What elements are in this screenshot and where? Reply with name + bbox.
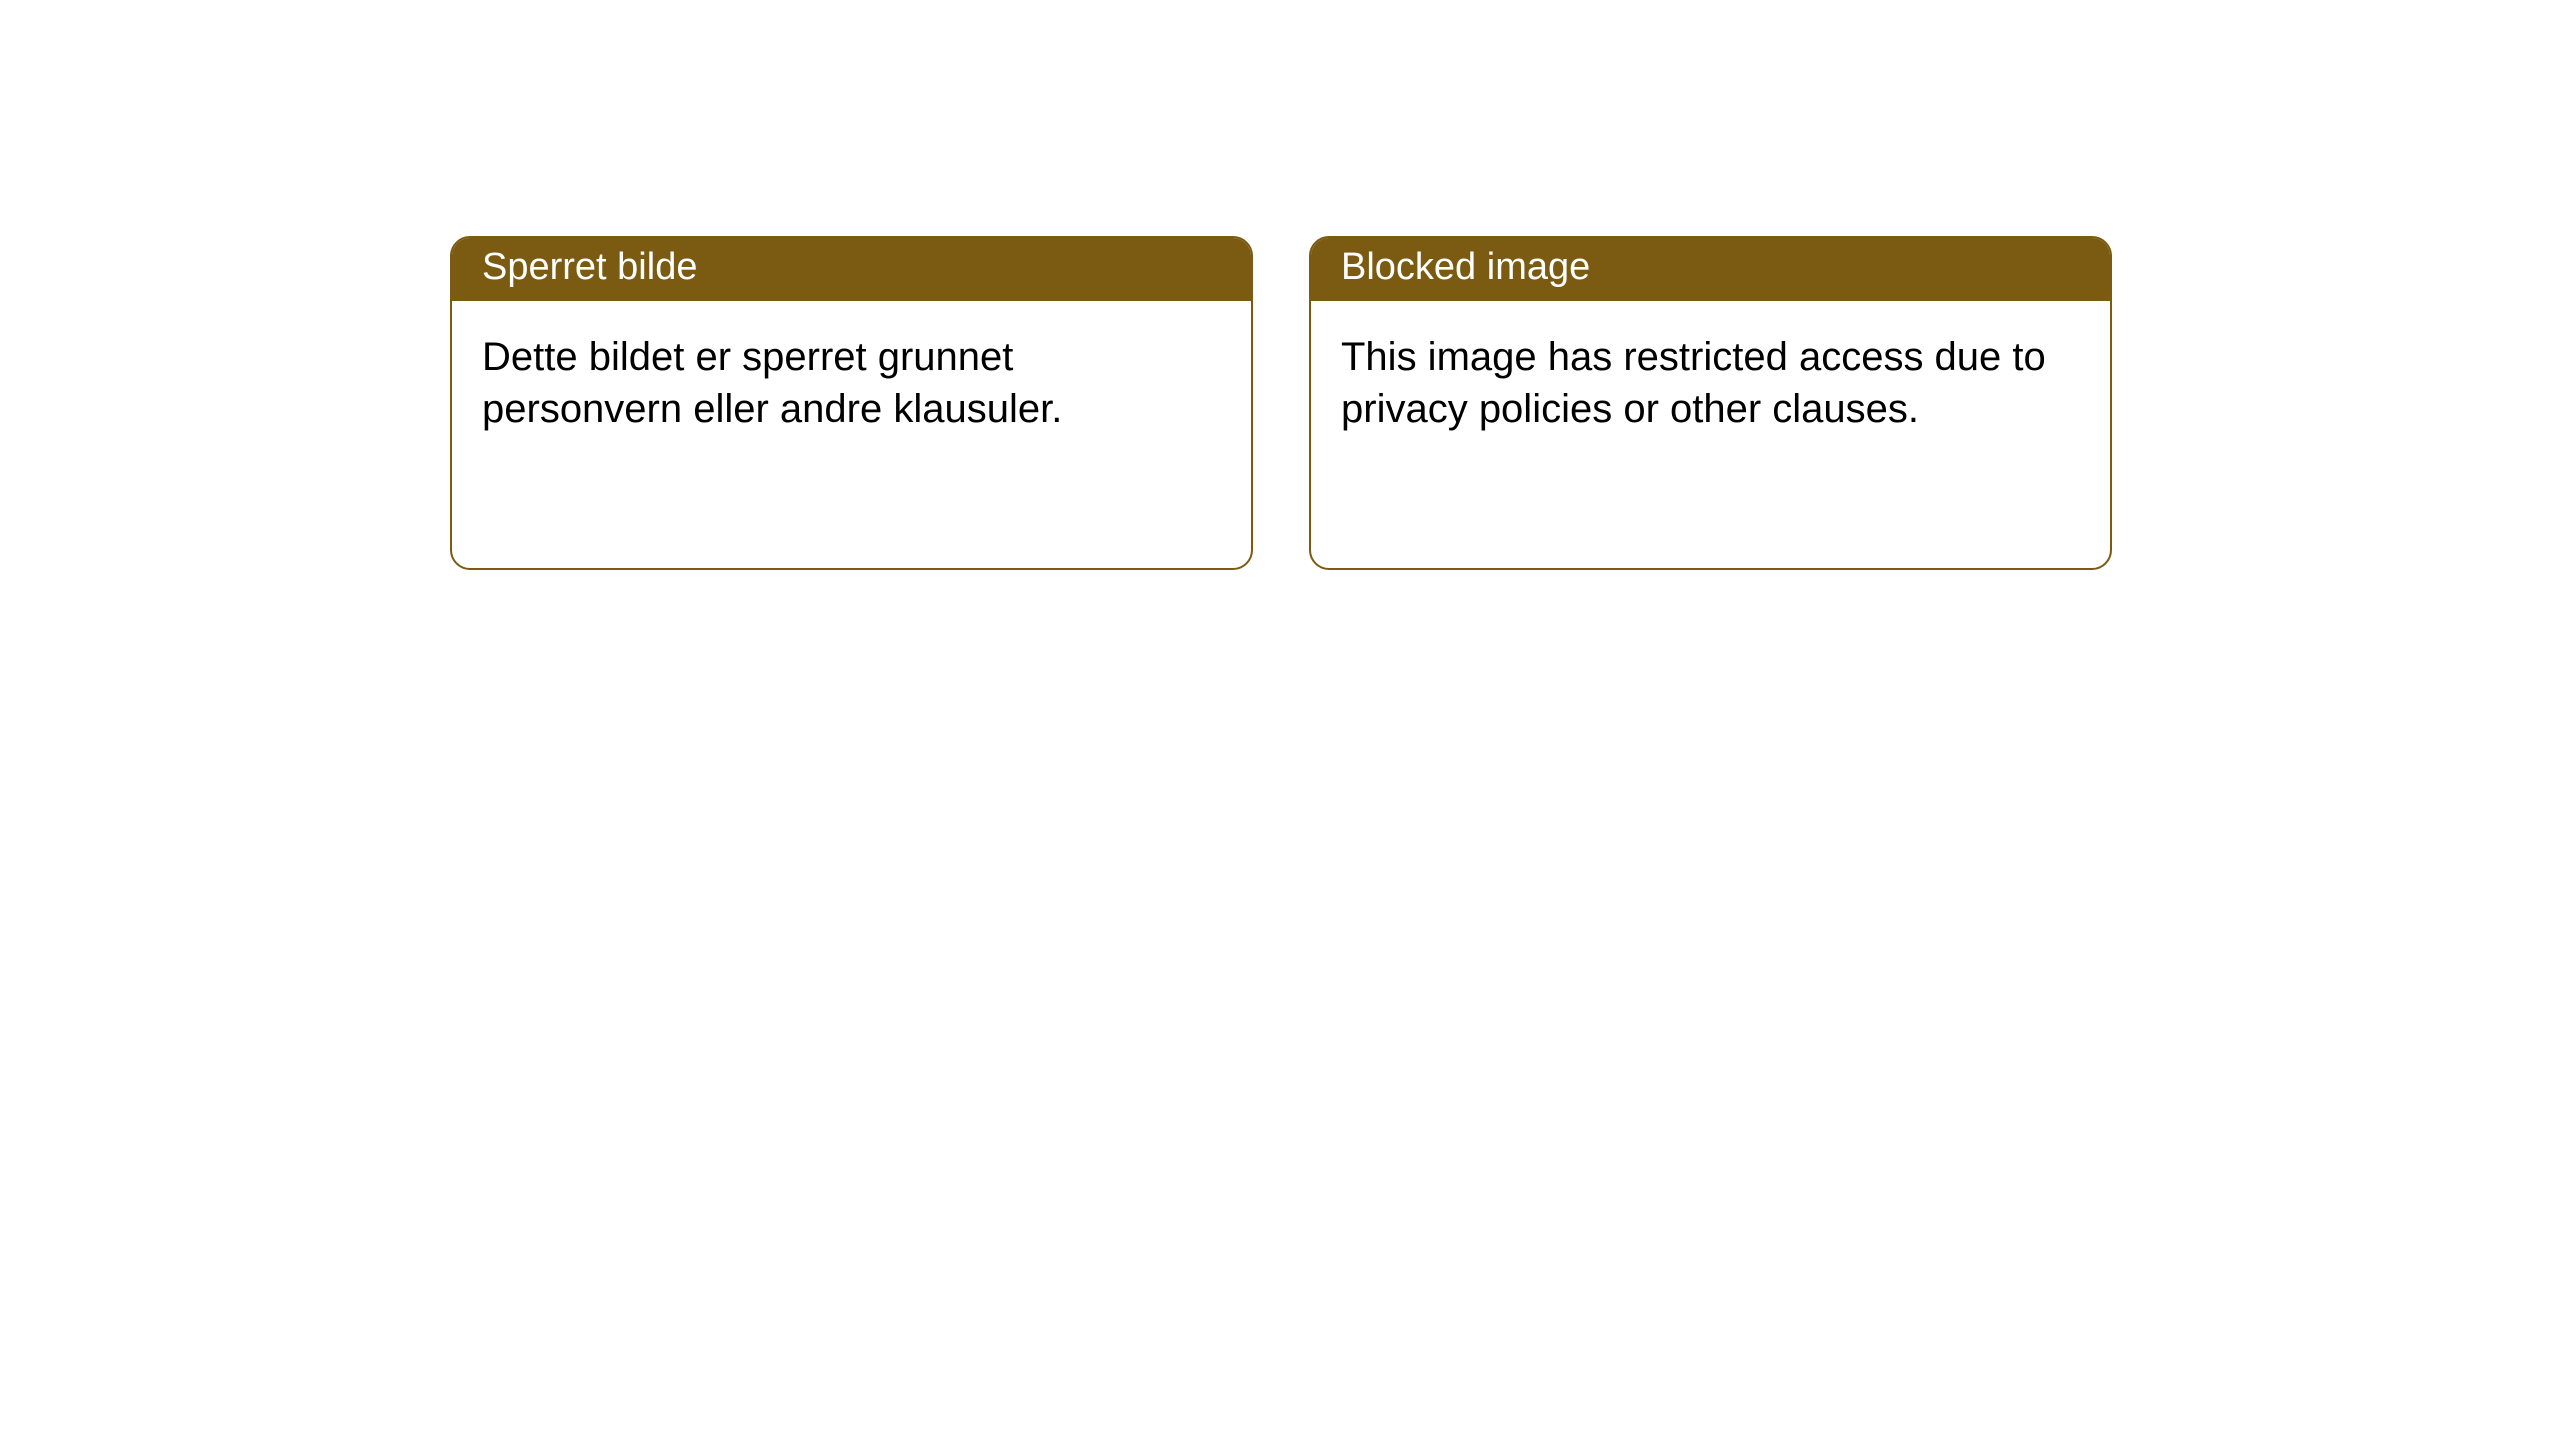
notice-card-english: Blocked image This image has restricted … (1309, 236, 2112, 570)
notice-cards-container: Sperret bilde Dette bildet er sperret gr… (450, 236, 2560, 570)
notice-header: Blocked image (1311, 238, 2110, 301)
notice-title: Sperret bilde (482, 246, 697, 288)
notice-body-text: Dette bildet er sperret grunnet personve… (482, 335, 1062, 431)
notice-header: Sperret bilde (452, 238, 1251, 301)
notice-title: Blocked image (1341, 246, 1590, 288)
notice-card-norwegian: Sperret bilde Dette bildet er sperret gr… (450, 236, 1253, 570)
notice-body-text: This image has restricted access due to … (1341, 335, 2046, 431)
notice-body: This image has restricted access due to … (1311, 301, 2110, 465)
notice-body: Dette bildet er sperret grunnet personve… (452, 301, 1251, 465)
